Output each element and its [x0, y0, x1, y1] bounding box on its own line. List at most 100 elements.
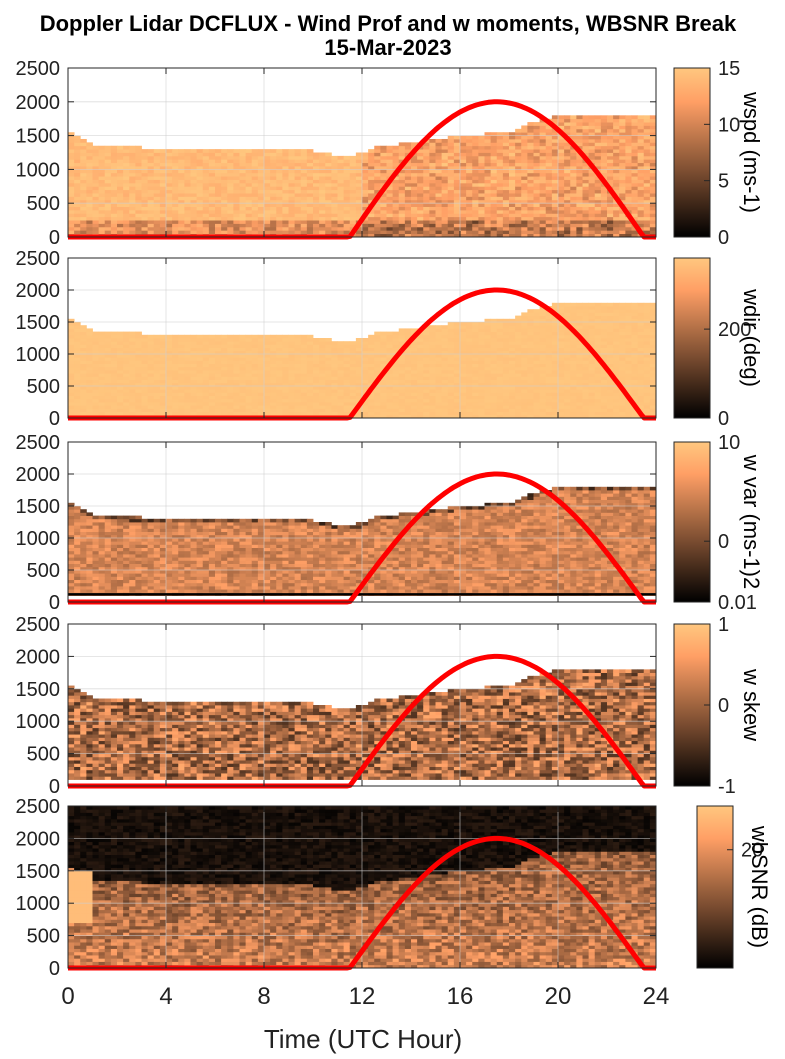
heatmap-cell — [135, 373, 142, 377]
heatmap-cell — [68, 341, 75, 345]
heatmap-cell — [380, 386, 387, 390]
heatmap-cell — [80, 386, 87, 390]
heatmap-cell — [393, 210, 400, 214]
heatmap-cell — [178, 213, 185, 217]
heatmap-cell — [436, 348, 443, 352]
heatmap-cell — [191, 207, 198, 211]
heatmap-cell — [509, 139, 516, 143]
heatmap-cell — [527, 325, 534, 329]
heatmap-cell — [233, 360, 240, 364]
heatmap-cell — [503, 373, 510, 377]
heatmap-cell — [221, 405, 228, 409]
heatmap-cell — [503, 156, 510, 160]
heatmap-cell — [411, 373, 418, 377]
heatmap-cell — [325, 183, 332, 187]
heatmap-cell — [485, 396, 492, 400]
heatmap-cell — [74, 210, 81, 214]
heatmap-cell — [209, 169, 216, 173]
heatmap-cell — [160, 357, 167, 361]
heatmap-cell — [154, 220, 161, 224]
heatmap-cell — [68, 405, 75, 409]
heatmap-cell — [350, 396, 357, 400]
heatmap-cell — [540, 354, 547, 358]
heatmap-cell — [472, 357, 479, 361]
heatmap-cell — [527, 159, 534, 163]
heatmap-cell — [417, 370, 424, 374]
heatmap-cell — [105, 207, 112, 211]
heatmap-cell — [411, 412, 418, 416]
heatmap-cell — [546, 139, 553, 143]
heatmap-cell — [276, 364, 283, 368]
heatmap-cell — [86, 370, 93, 374]
heatmap-cell — [123, 196, 130, 200]
heatmap-cell — [393, 186, 400, 190]
heatmap-cell — [625, 190, 632, 194]
heatmap-cell — [74, 335, 81, 339]
heatmap-cell — [135, 386, 142, 390]
heatmap-cell — [166, 370, 173, 374]
heatmap-cell — [460, 392, 467, 396]
heatmap-cell — [276, 153, 283, 157]
heatmap-cell — [521, 316, 528, 320]
heatmap-cell — [178, 341, 185, 345]
heatmap-cell — [295, 376, 302, 380]
heatmap-cell — [117, 159, 124, 163]
heatmap-cell — [632, 146, 639, 150]
heatmap-cell — [276, 223, 283, 227]
heatmap-cell — [485, 412, 492, 416]
heatmap-cell — [362, 173, 369, 177]
heatmap-cell — [313, 367, 320, 371]
heatmap-cell — [368, 149, 375, 153]
heatmap-cell — [252, 169, 259, 173]
heatmap-cell — [558, 176, 565, 180]
heatmap-cell — [295, 380, 302, 384]
heatmap-cell — [442, 373, 449, 377]
heatmap-cell — [650, 122, 657, 126]
heatmap-cell — [148, 190, 155, 194]
heatmap-cell — [203, 408, 210, 412]
heatmap-cell — [160, 153, 167, 157]
heatmap-cell — [454, 207, 461, 211]
heatmap-cell — [129, 348, 136, 352]
heatmap-cell — [282, 399, 289, 403]
heatmap-cell — [374, 183, 381, 187]
heatmap-cell — [411, 223, 418, 227]
heatmap-cell — [319, 373, 326, 377]
heatmap-cell — [80, 156, 87, 160]
heatmap-cell — [558, 159, 565, 163]
y-tick-label: 0 — [49, 227, 60, 249]
heatmap-cell — [387, 163, 394, 167]
heatmap-cell — [503, 139, 510, 143]
heatmap-cell — [368, 217, 375, 221]
heatmap-cell — [503, 328, 510, 332]
heatmap-cell — [209, 163, 216, 167]
heatmap-cell — [454, 412, 461, 416]
heatmap-cell — [295, 169, 302, 173]
heatmap-cell — [203, 227, 210, 231]
heatmap-cell — [411, 396, 418, 400]
heatmap-cell — [313, 190, 320, 194]
heatmap-cell — [99, 180, 106, 184]
heatmap-cell — [607, 207, 614, 211]
heatmap-cell — [442, 183, 449, 187]
heatmap-cell — [387, 149, 394, 153]
heatmap-cell — [123, 153, 130, 157]
heatmap-cell — [184, 399, 191, 403]
heatmap-cell — [99, 213, 106, 217]
heatmap-cell — [129, 207, 136, 211]
heatmap-cell — [411, 348, 418, 352]
heatmap-cell — [387, 335, 394, 339]
heatmap-cell — [393, 332, 400, 336]
heatmap-cell — [203, 341, 210, 345]
heatmap-cell — [221, 341, 228, 345]
heatmap-cell — [252, 348, 259, 352]
heatmap-cell — [246, 227, 253, 231]
heatmap-cell — [576, 119, 583, 123]
heatmap-cell — [521, 335, 528, 339]
heatmap-cell — [644, 210, 651, 214]
heatmap-cell — [374, 341, 381, 345]
heatmap-cell — [264, 149, 271, 153]
heatmap-cell — [558, 230, 565, 234]
heatmap-cell — [423, 396, 430, 400]
heatmap-cell — [472, 389, 479, 393]
